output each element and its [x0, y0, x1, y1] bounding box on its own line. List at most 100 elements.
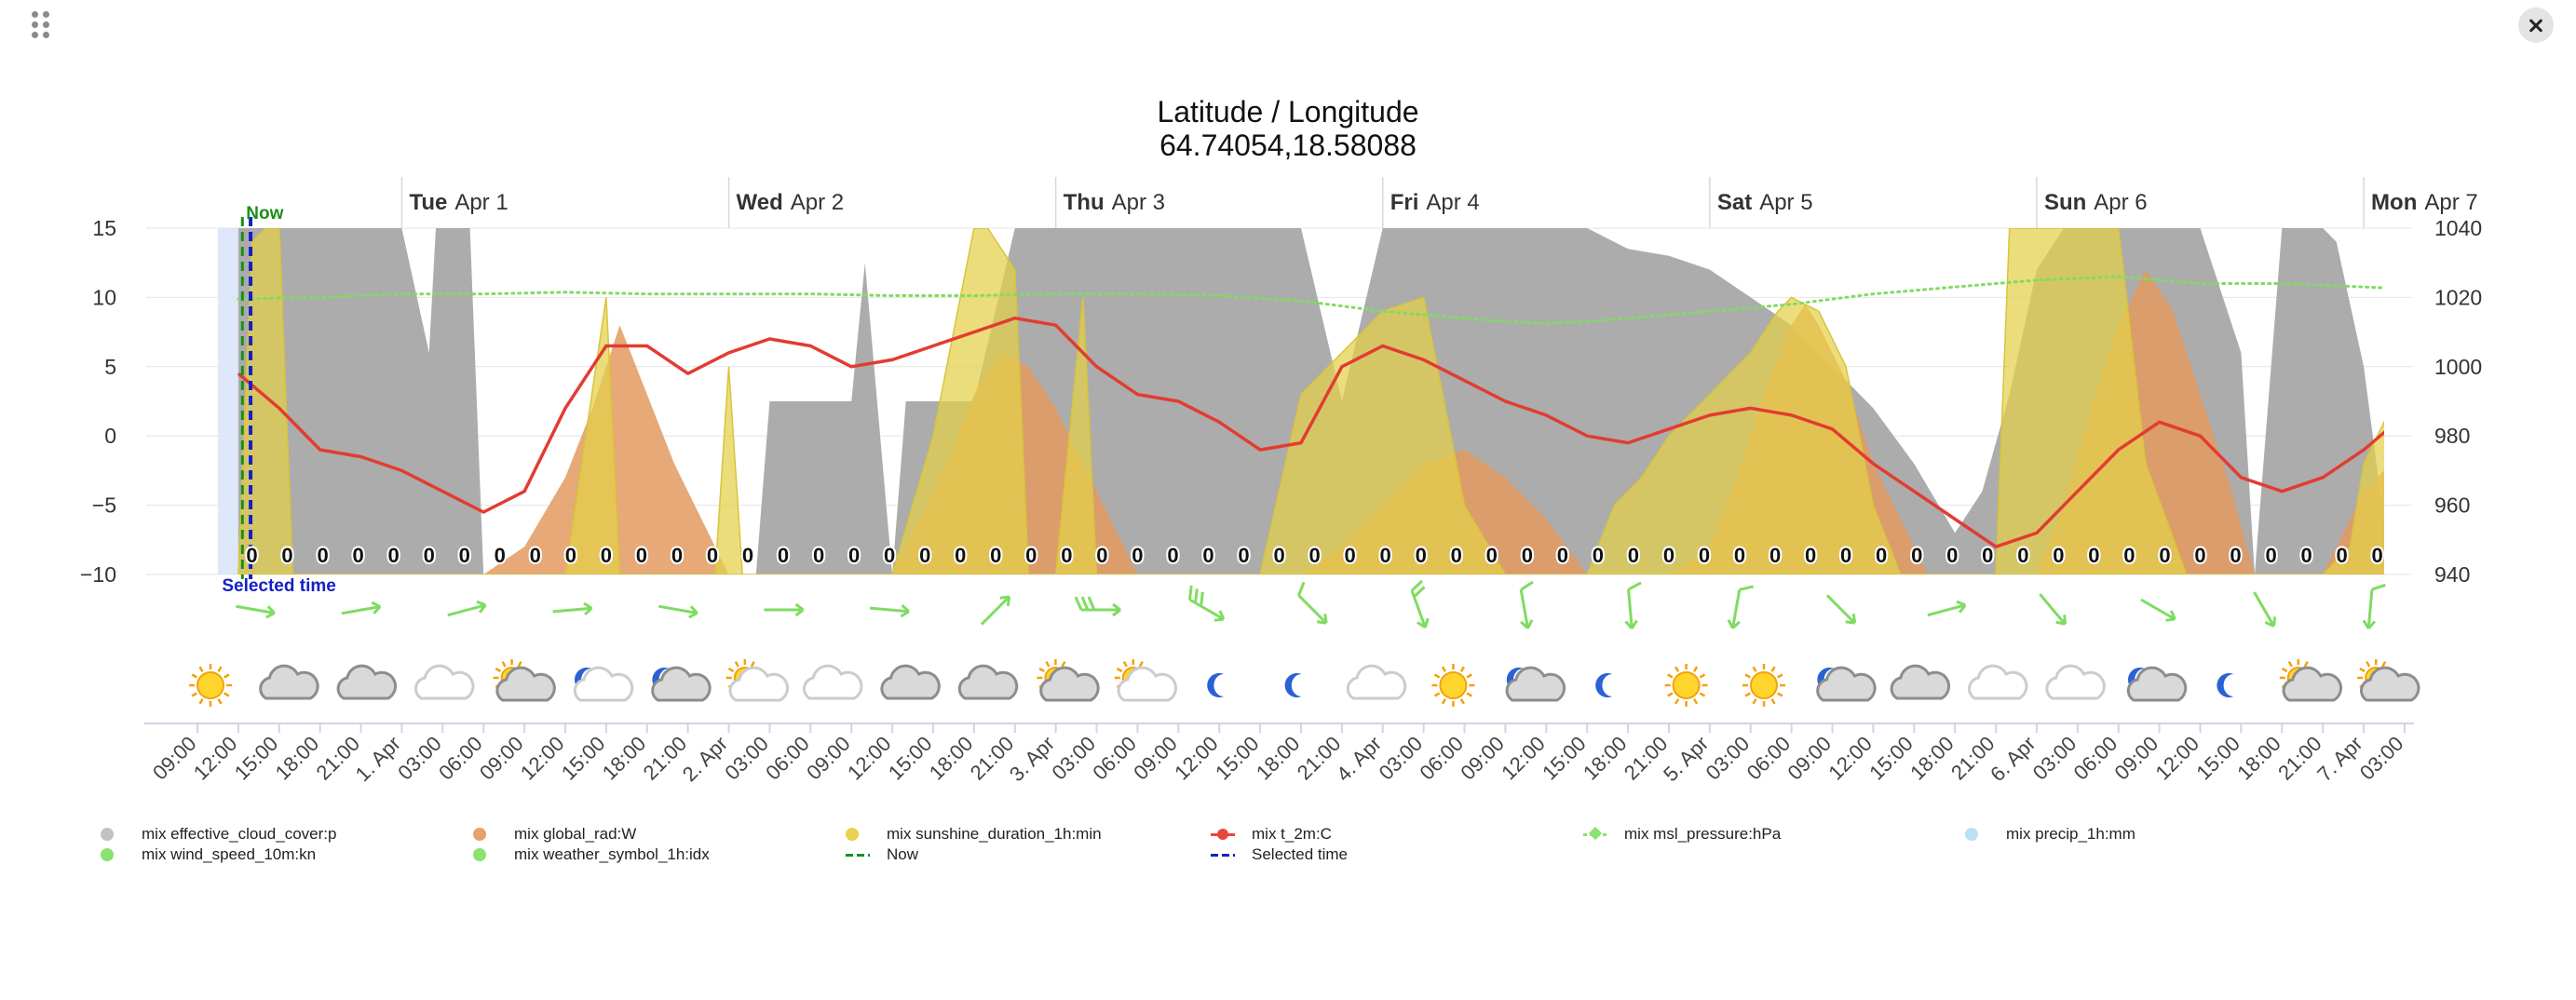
wind-arrow-shaft	[980, 595, 1010, 626]
sun-ray	[191, 692, 197, 697]
wind-arrow-barb	[1410, 579, 1424, 592]
precip-value-label: 0	[813, 544, 824, 567]
wind-arrow-shaft	[2366, 588, 2374, 629]
sun-ray	[1699, 673, 1706, 679]
precip-value-label: 0	[955, 544, 966, 567]
precip-value-label: 0	[778, 544, 789, 567]
cloud-shape	[259, 664, 319, 700]
x-tick-label: 03:00	[2355, 732, 2408, 785]
legend-label: mix effective_cloud_cover:p	[142, 825, 337, 843]
x-tick-label: 06:00	[2069, 732, 2122, 785]
weather-symbol-sun-cloud-icon	[1037, 659, 1100, 702]
precip-value-label: 0	[2088, 544, 2099, 567]
line-msl-pressure	[237, 275, 2384, 325]
precip-value-label: 0	[990, 544, 1001, 567]
precip-value-label: 0	[601, 544, 612, 567]
y-left-tick-label: −5	[92, 493, 116, 518]
sun-ray	[1770, 666, 1776, 672]
x-tick-label: 12:00	[843, 732, 896, 785]
weather-symbol-cloud-light-icon	[803, 664, 863, 700]
chart-legend: mix effective_cloud_cover:p mix global_ra…	[0, 825, 2576, 881]
weather-symbol-moon-icon	[2217, 673, 2234, 697]
weather-symbol-moon-cloud-light-icon	[573, 666, 634, 702]
weather-symbol-sun-icon	[1664, 664, 1708, 707]
x-tick-label: 21:00	[1293, 732, 1346, 785]
sun-ray	[191, 673, 197, 679]
x-tick-label: 21:00	[2273, 732, 2326, 785]
cloud-shape	[495, 666, 556, 702]
cloud-shape	[1039, 666, 1100, 702]
now-label: Now	[246, 204, 283, 223]
wind-arrow-barb	[1627, 581, 1642, 591]
cloud-shape	[2282, 666, 2343, 702]
precip-value-label: 0	[424, 544, 435, 567]
precip-value-label: 0	[1522, 544, 1533, 567]
wind-arrow-barb	[1520, 580, 1534, 591]
sun-ray	[2366, 661, 2371, 668]
x-tick-label: 21:00	[966, 732, 1019, 785]
precip-value-label: 0	[1769, 544, 1781, 567]
y-right-tick-label: 960	[2434, 493, 2470, 518]
day-date: Apr 4	[1426, 190, 1479, 215]
x-tick-label: 21:00	[1620, 732, 1673, 785]
cloud-shape	[414, 664, 475, 700]
precip-value-label: 0	[2265, 544, 2276, 567]
x-tick-label: 15:00	[1864, 732, 1918, 785]
weather-symbol-moon-cloud-icon	[2126, 666, 2188, 702]
y-left-tick-label: 10	[92, 285, 116, 309]
day-label: Wed Apr 2	[737, 190, 845, 215]
wind-arrow-head	[2362, 619, 2377, 629]
precip-value-label: 0	[495, 544, 506, 567]
sun-ray	[1038, 667, 1045, 673]
x-tick-label: 09:00	[1783, 732, 1836, 785]
sun-ray	[1459, 698, 1465, 705]
x-tick-label: 7. Apr	[2312, 732, 2366, 786]
day-date: Apr 6	[2094, 190, 2147, 215]
weather-symbol-cloud-icon	[880, 664, 941, 700]
precip-value-label: 0	[1238, 544, 1249, 567]
legend-marker-icon	[846, 854, 870, 857]
wind-arrow-head	[688, 605, 698, 619]
area-mix-sunshine-duration-1h-min	[237, 228, 2384, 574]
wind-arrow-barb	[1739, 585, 1754, 591]
sun-ray	[1061, 661, 1066, 668]
x-tick-label: 03:00	[1047, 732, 1100, 785]
moon-shape	[1207, 673, 1225, 697]
wind-arrow-icon	[1074, 596, 1121, 617]
precip-value-label: 0	[2230, 544, 2241, 567]
legend-label: mix wind_speed_10m:kn	[142, 845, 317, 863]
cloud-shape	[651, 666, 712, 702]
x-tick-label: 03:00	[393, 732, 446, 785]
wind-arrow-icon	[2140, 598, 2176, 622]
precip-value-label: 0	[1663, 544, 1674, 567]
cloud-shape	[2360, 666, 2420, 702]
selected-time-label: Selected time	[222, 576, 336, 596]
precip-value-label: 0	[2300, 544, 2312, 567]
cloud-shape	[880, 664, 941, 700]
y-right-tick-label: 1040	[2434, 216, 2482, 240]
close-icon[interactable]	[2518, 7, 2554, 43]
legend-label: mix msl_pressure:hPa	[1624, 825, 1782, 843]
precip-value-label: 0	[2372, 544, 2383, 567]
day-date: Apr 5	[1759, 190, 1812, 215]
moon-shape	[1284, 673, 1302, 697]
precip-value-label: 0	[1132, 544, 1143, 567]
day-name: Sun	[2044, 190, 2086, 215]
wind-arrow-barb	[2371, 583, 2386, 591]
wind-arrow-barb	[1194, 588, 1199, 603]
precip-value-label: 0	[565, 544, 576, 567]
wind-arrow-icon	[2039, 593, 2067, 626]
sun-ray	[224, 692, 230, 697]
drag-handle-icon[interactable]	[32, 11, 60, 45]
y-left-tick-label: 0	[104, 424, 116, 448]
wind-arrow-head	[371, 601, 382, 615]
sun-ray	[2281, 667, 2288, 673]
weather-symbol-sun-cloud-icon	[2357, 659, 2420, 702]
precip-value-label: 0	[2123, 544, 2135, 567]
x-tick-label: 03:00	[720, 732, 773, 785]
precip-value-label: 0	[2194, 544, 2205, 567]
wind-arrow-head	[900, 603, 910, 618]
sun-ray	[501, 661, 507, 668]
